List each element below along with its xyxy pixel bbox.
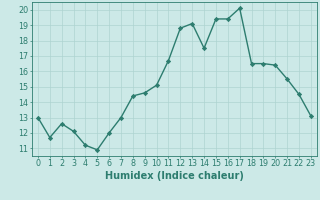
X-axis label: Humidex (Indice chaleur): Humidex (Indice chaleur) — [105, 171, 244, 181]
